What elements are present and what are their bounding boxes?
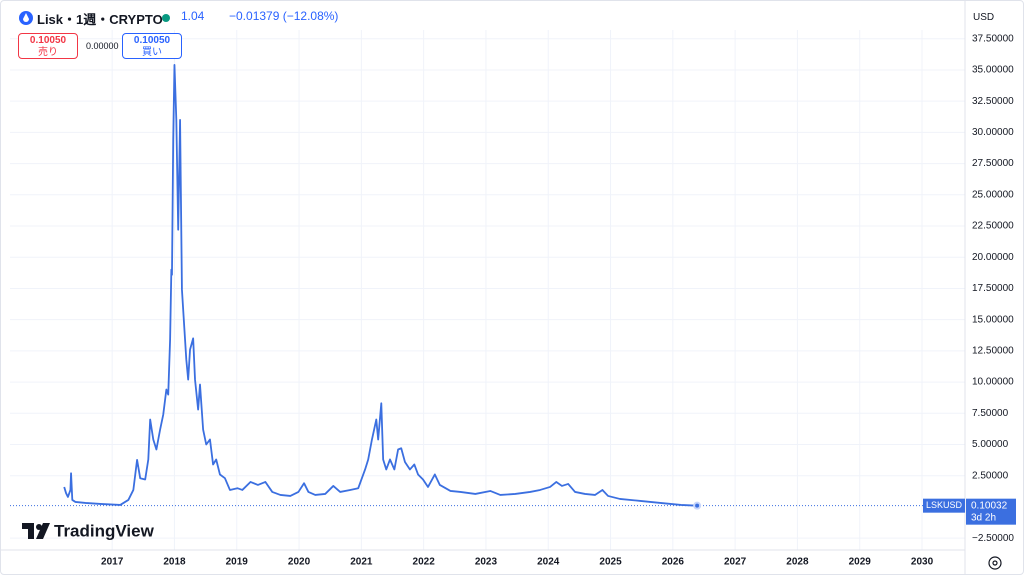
price-line — [63, 64, 698, 507]
last-price: 1.04 — [181, 9, 205, 23]
symbol-tag-label: LSKUSD — [926, 500, 963, 510]
y-tick-label: 27.50000 — [972, 158, 1014, 169]
y-tick-label: 22.50000 — [972, 221, 1014, 232]
x-tick-label: 2020 — [288, 557, 311, 568]
sell-price: 0.10050 — [29, 35, 67, 46]
y-tick-label: 20.00000 — [972, 252, 1014, 263]
sell-button[interactable]: 0.10050 売り — [18, 33, 78, 59]
y-tick-label: 32.50000 — [972, 96, 1014, 107]
spread: 0.00000 — [86, 41, 119, 51]
y-tick-label: 10.00000 — [972, 377, 1014, 388]
x-tick-label: 2030 — [911, 557, 934, 568]
y-tick-label: 2.50000 — [972, 470, 1009, 481]
symbol-icon-drop — [23, 13, 29, 22]
currency[interactable]: USD — [973, 12, 995, 23]
x-tick-label: 2017 — [101, 557, 124, 568]
y-tick-label: 7.50000 — [972, 408, 1009, 419]
price-tag — [966, 498, 1016, 525]
settings-icon[interactable] — [988, 556, 1002, 570]
buy-price: 0.10050 — [133, 35, 171, 46]
x-tick-label: 2022 — [413, 557, 436, 568]
logo-text: TradingView — [54, 521, 155, 540]
x-tick-label: 2028 — [786, 557, 809, 568]
grid — [10, 30, 965, 550]
x-tick-label: 2019 — [226, 557, 249, 568]
x-tick-label: 2027 — [724, 557, 747, 568]
market-status — [162, 14, 170, 22]
y-tick-label: 35.00000 — [972, 65, 1014, 76]
x-tick-label: 2023 — [475, 557, 498, 568]
y-tick-label: 25.00000 — [972, 189, 1014, 200]
symbol-tag — [923, 498, 965, 513]
price-tag-label: 0.10032 — [971, 500, 1008, 511]
y-tick-label: 15.00000 — [972, 314, 1014, 325]
logo-icon — [22, 523, 50, 539]
buy-button[interactable]: 0.10050 買い — [122, 33, 182, 59]
y-tick-label: 17.50000 — [972, 283, 1014, 294]
y-tick-label: 12.50000 — [972, 346, 1014, 357]
price-tag-countdown: 3d 2h — [971, 512, 996, 523]
x-tick-label: 2029 — [849, 557, 872, 568]
x-tick-label: 2024 — [537, 557, 560, 568]
x-tick-label: 2026 — [662, 557, 685, 568]
x-tick-label: 2018 — [163, 557, 186, 568]
y-tick-label: −2.50000 — [972, 533, 1014, 544]
y-tick-label: 37.50000 — [972, 33, 1014, 44]
symbol-title: Lisk・1週・CRYPTO — [37, 12, 163, 27]
last-point — [693, 501, 702, 510]
buy-label: 買い — [142, 47, 162, 58]
x-tick-label: 2025 — [599, 557, 622, 568]
y-tick-label: 30.00000 — [972, 127, 1014, 138]
y-tick-label: 5.00000 — [972, 439, 1009, 450]
x-tick-label: 2021 — [350, 557, 373, 568]
price-change: −0.01379 (−12.08%) — [229, 9, 339, 23]
sell-label: 売り — [38, 47, 58, 58]
